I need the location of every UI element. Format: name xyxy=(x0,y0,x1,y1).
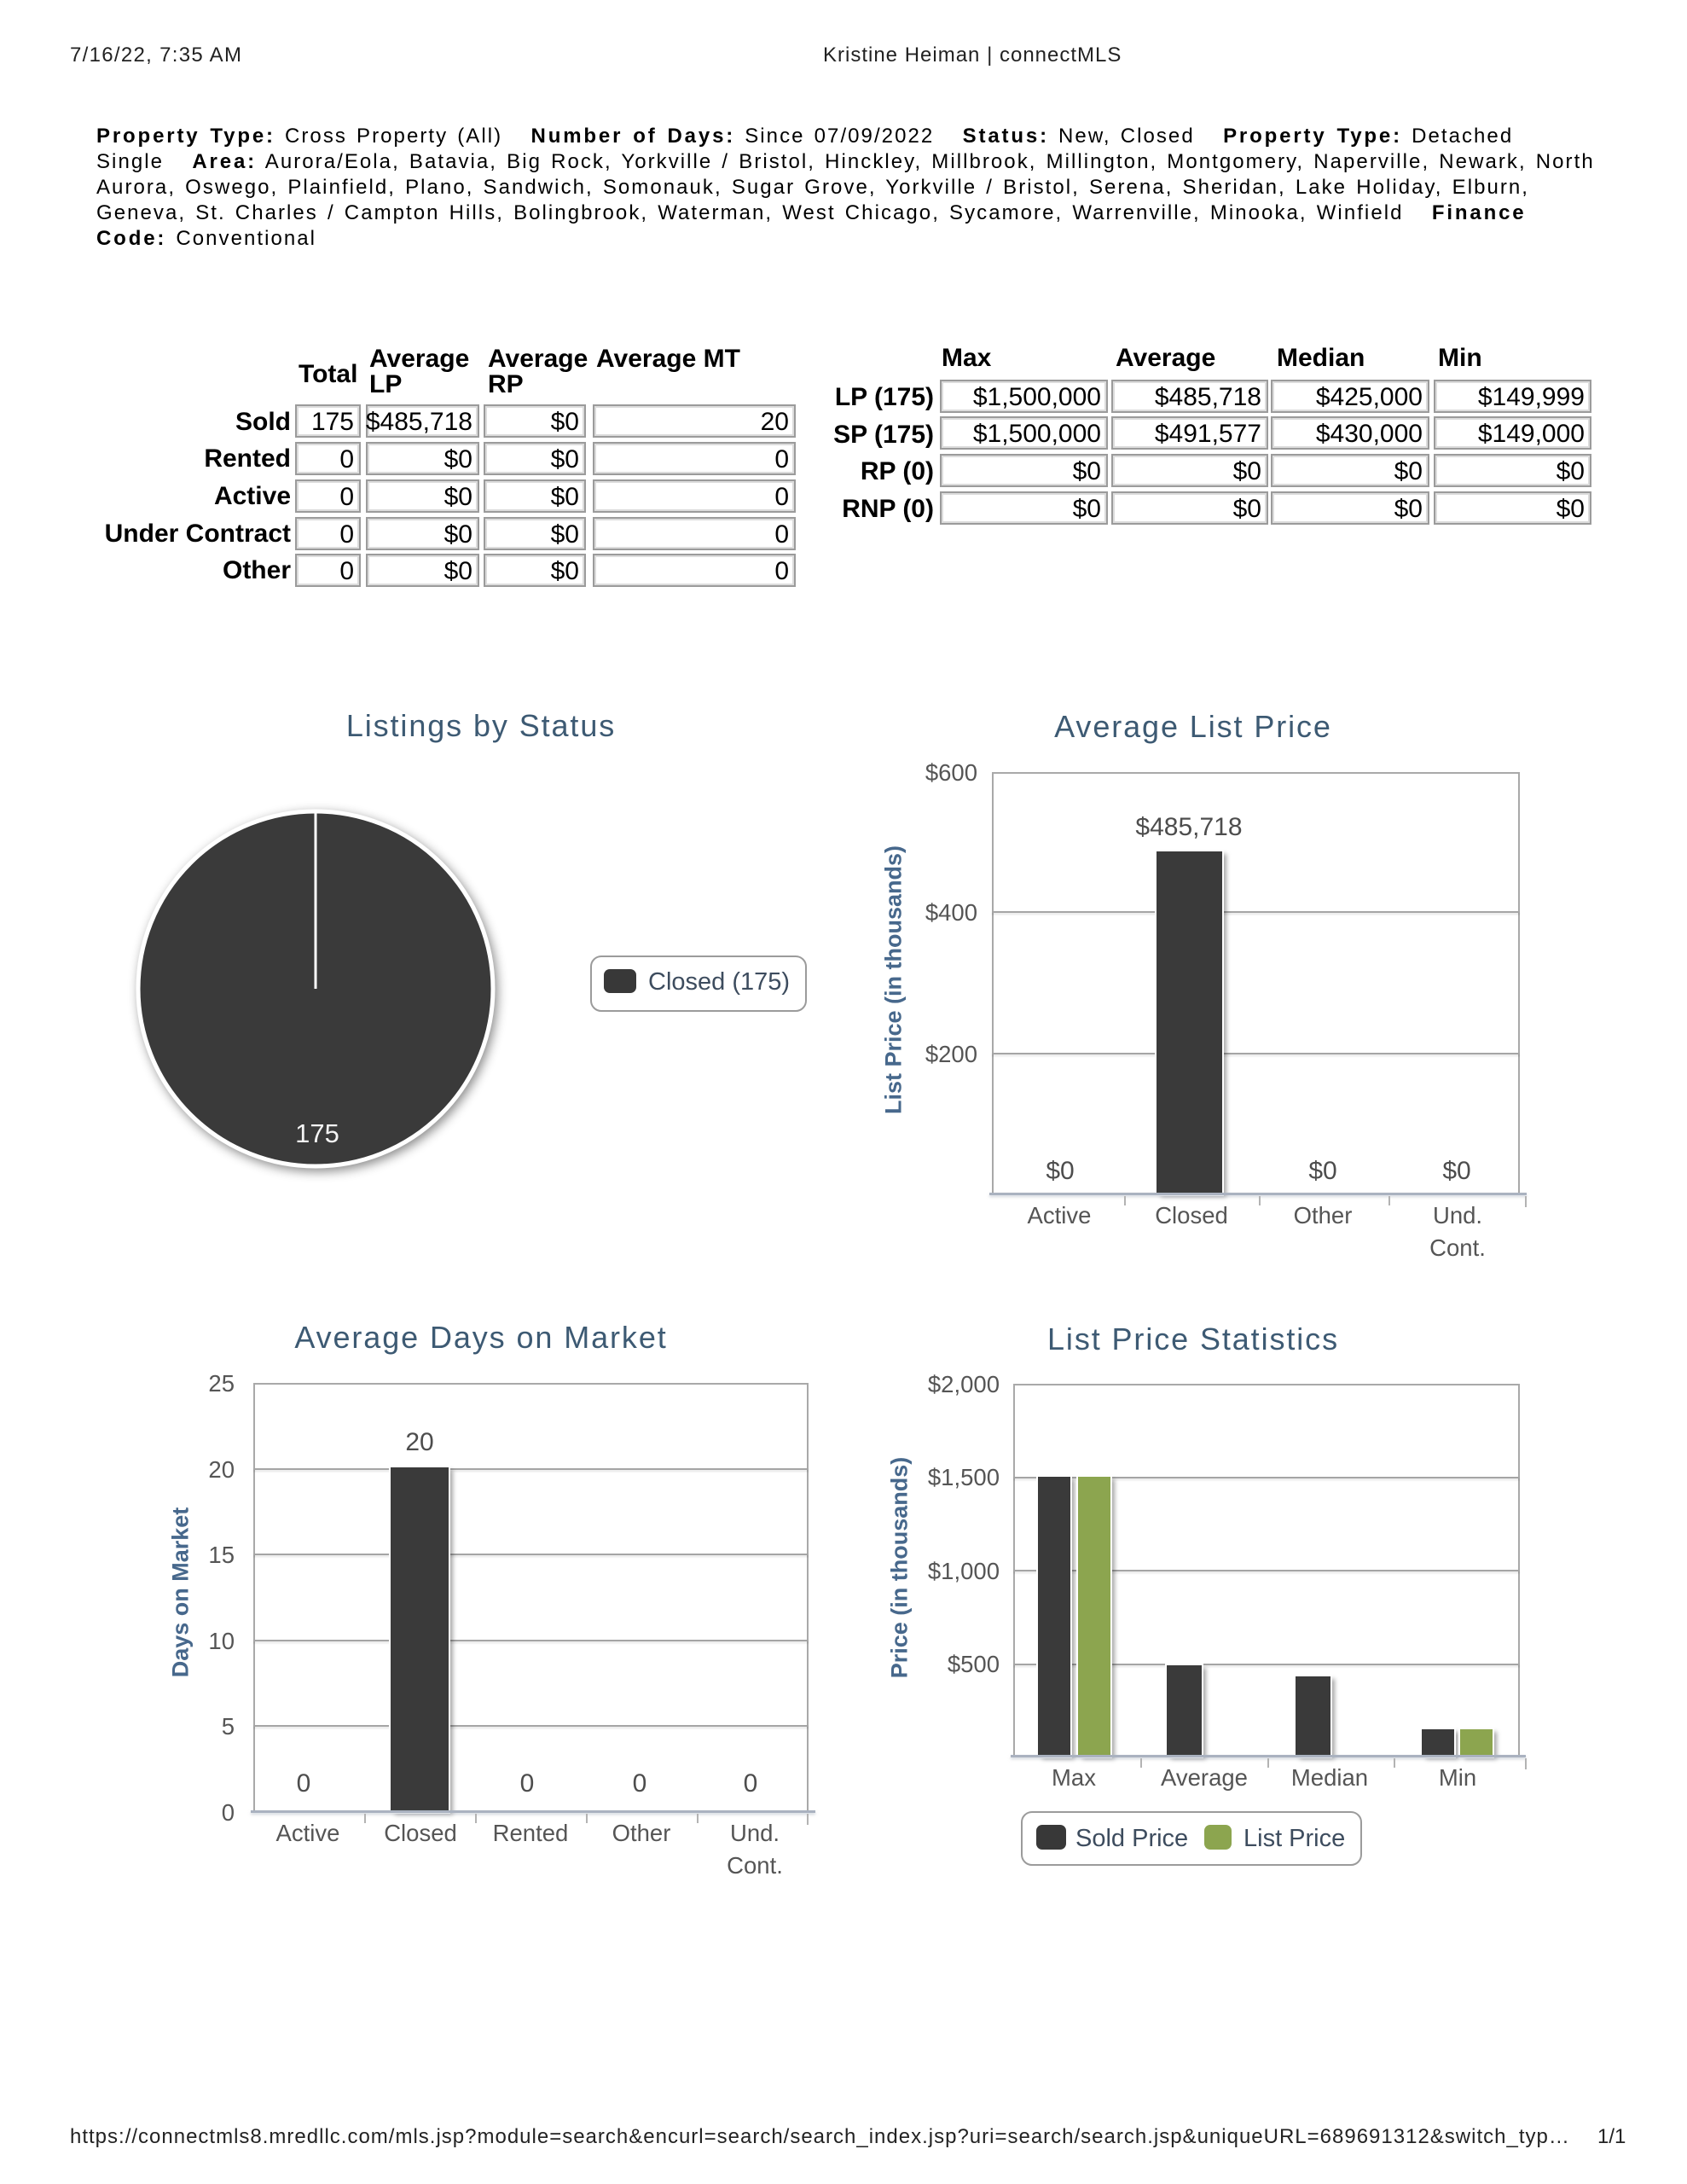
svg-text:175: 175 xyxy=(295,1118,339,1148)
